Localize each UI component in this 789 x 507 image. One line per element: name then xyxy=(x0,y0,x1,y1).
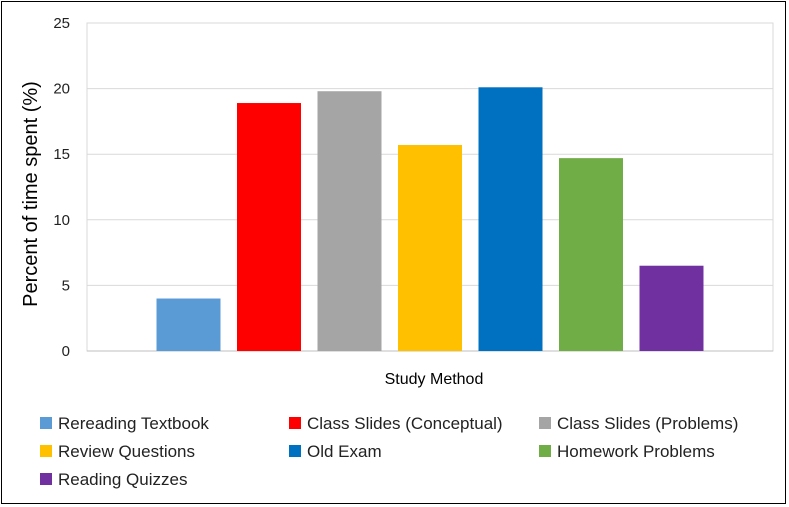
legend-label: Review Questions xyxy=(58,442,195,461)
legend-swatch xyxy=(539,445,551,457)
y-tick-label: 20 xyxy=(53,81,70,98)
bar xyxy=(156,298,221,351)
y-tick-label: 5 xyxy=(62,277,70,294)
legend-label: Homework Problems xyxy=(557,442,715,461)
legend-swatch xyxy=(289,445,301,457)
bar xyxy=(559,158,623,351)
x-axis-title: Study Method xyxy=(385,371,484,388)
legend-label: Class Slides (Conceptual) xyxy=(307,414,503,433)
y-tick-label: 25 xyxy=(53,15,70,32)
bar xyxy=(317,91,382,351)
y-tick-label: 0 xyxy=(62,343,70,360)
legend-swatch xyxy=(40,473,52,485)
y-tick-label: 15 xyxy=(53,146,70,163)
bar xyxy=(639,265,704,351)
legend-label: Rereading Textbook xyxy=(58,414,209,433)
legend-label: Old Exam xyxy=(307,442,382,461)
legend-label: Class Slides (Problems) xyxy=(557,414,738,433)
y-axis-title: Percent of time spent (%) xyxy=(20,81,42,307)
legend-swatch xyxy=(40,417,52,429)
bar xyxy=(237,103,301,351)
legend-label: Reading Quizzes xyxy=(58,470,187,489)
legend-swatch xyxy=(539,417,551,429)
legend-swatch xyxy=(289,417,301,429)
y-tick-label: 10 xyxy=(53,212,70,229)
bar xyxy=(398,145,462,351)
legend-swatch xyxy=(40,445,52,457)
bar xyxy=(478,87,543,352)
